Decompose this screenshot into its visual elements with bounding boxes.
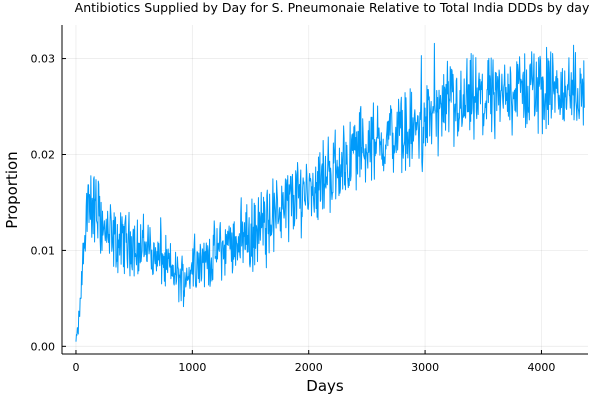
x-tick-label: 4000 (527, 361, 555, 374)
y-axis-label: Proportion (3, 151, 21, 228)
chart-title: Antibiotics Supplied by Day for S. Pneum… (75, 0, 590, 15)
y-tick-label: 0.02 (31, 148, 56, 161)
y-tick-label: 0.00 (31, 340, 56, 353)
x-axis-label: Days (306, 377, 344, 395)
ticks: 0 1000 2000 3000 4000 0.00 0.01 0.02 0.03 (31, 53, 556, 374)
x-tick-label: 0 (72, 361, 79, 374)
y-tick-label: 0.01 (31, 244, 56, 257)
grid (62, 25, 588, 354)
axes (61, 25, 588, 355)
series-line (75, 42, 585, 342)
x-tick-label: 3000 (411, 361, 439, 374)
y-tick-label: 0.03 (31, 53, 56, 66)
series-layer (75, 42, 585, 342)
x-tick-label: 1000 (178, 361, 206, 374)
x-tick-label: 2000 (295, 361, 323, 374)
